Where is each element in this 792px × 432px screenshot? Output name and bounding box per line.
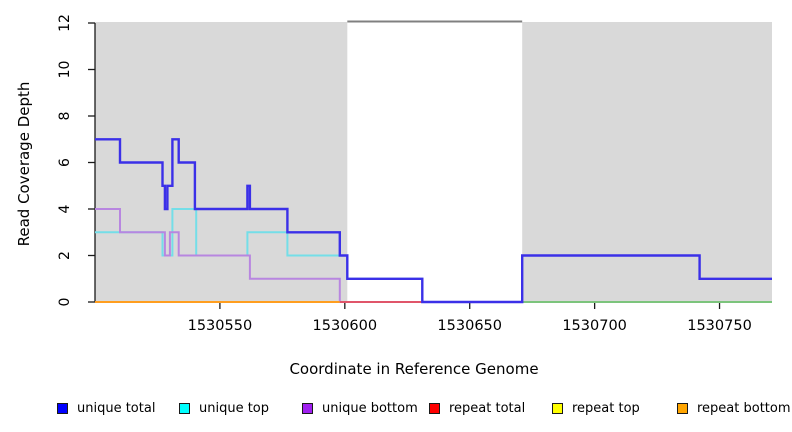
y-tick-label: 8: [57, 112, 73, 121]
legend-item-unique-top: unique top: [179, 399, 269, 417]
y-tick-label: 2: [57, 251, 73, 260]
series-line-unique-bottom: [95, 208, 772, 303]
legend-item-repeat-top: repeat top: [552, 399, 640, 417]
legend-swatch-icon: [552, 402, 563, 414]
legend-label: repeat bottom: [697, 400, 791, 416]
legend-item-unique-bottom: unique bottom: [302, 399, 418, 417]
legend-swatch-icon: [302, 402, 313, 414]
legend-item-repeat-bottom: repeat bottom: [677, 399, 791, 417]
y-axis-title: Read Coverage Depth: [15, 64, 33, 264]
x-tick-label: 1530650: [437, 318, 502, 334]
y-tick-label: 6: [57, 158, 73, 167]
legend-item-unique-total: unique total: [57, 399, 155, 417]
x-tick-label: 1530550: [188, 318, 253, 334]
x-tick-label: 1530600: [313, 318, 378, 334]
y-tick-label: 4: [57, 204, 73, 213]
series-line-unique-total: [95, 138, 772, 304]
legend-label: unique top: [199, 400, 270, 416]
legend-label: repeat total: [449, 400, 526, 416]
legend-swatch-icon: [57, 402, 68, 414]
y-axis-title-text: Read Coverage Depth: [15, 81, 33, 247]
legend-label: unique total: [77, 400, 156, 416]
shaded-region: [522, 22, 772, 302]
x-tick-label: 1530750: [687, 318, 752, 334]
legend-swatch-icon: [677, 402, 688, 414]
y-tick-label: 0: [57, 298, 73, 307]
x-axis-title: Coordinate in Reference Genome: [0, 360, 792, 378]
legend-swatch-icon: [429, 402, 440, 414]
y-tick-label: 10: [57, 61, 73, 79]
y-tick-label: 12: [57, 14, 73, 32]
legend: unique total unique top unique bottom repea…: [0, 399, 792, 419]
legend-label: unique bottom: [322, 400, 418, 416]
legend-swatch-icon: [179, 402, 190, 414]
x-tick-label: 1530700: [562, 318, 627, 334]
legend-item-repeat-total: repeat total: [429, 399, 525, 417]
x-axis-title-text: Coordinate in Reference Genome: [289, 360, 539, 378]
legend-label: repeat top: [572, 400, 640, 416]
